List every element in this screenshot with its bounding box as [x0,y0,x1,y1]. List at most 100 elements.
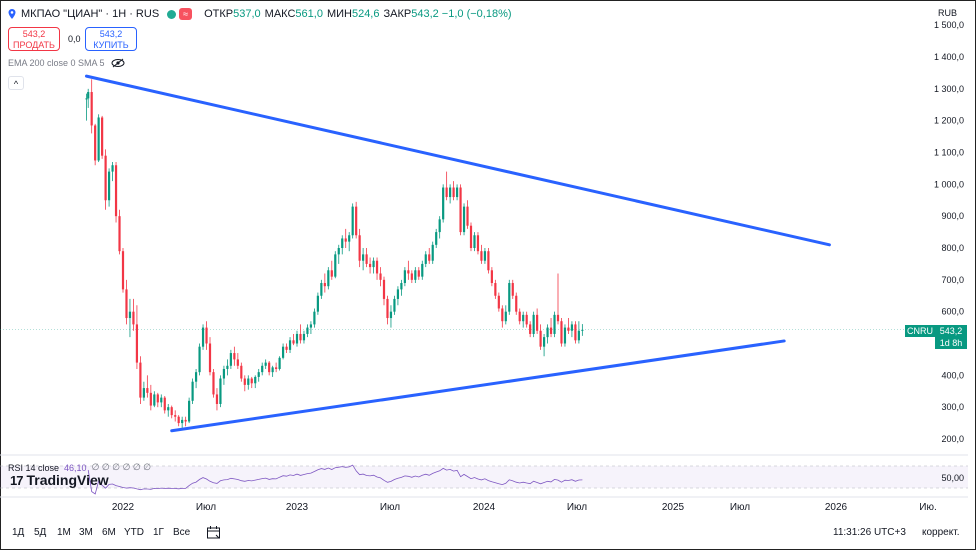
candle-body [455,187,459,198]
candle-body [268,362,271,373]
candle-body [323,283,326,287]
candle-body [382,279,386,299]
date-range-calendar-icon[interactable] [206,525,222,540]
utc-clock[interactable]: 11:31:26 UTC+3 [833,527,906,538]
candle-body [170,407,173,416]
candle-body [341,238,344,248]
sell-label: ПРОДАТЬ [13,40,55,50]
rsi-legend[interactable]: RSI 14 close 46,10 ∅ ∅ ∅ ∅ ∅ ∅ [8,462,151,473]
trendlines-group[interactable] [84,74,831,433]
location-pin-icon [8,9,16,19]
time-axis[interactable]: 2022 Июл 2023 Июл 2024 Июл 2025 Июл 2026 Ию. [112,502,937,513]
candle-body [334,254,337,277]
candle-body [306,327,309,334]
candle-body [219,378,222,404]
bottom-toolbar: 1Д 5Д 1М 3М 6М YTD 1Г Все 11:31:26 UTC+3… [0,520,976,546]
candle-body [518,311,521,322]
indicator-label: EMA 200 close 0 SMA 5 [8,58,105,68]
candle-body [452,187,455,198]
price-tick-label: 300,0 [941,402,964,412]
ohlc-high-key: МАКС [264,8,296,20]
candle-body [532,314,535,334]
currency-label[interactable]: RUB [938,8,958,18]
buy-label: КУПИТЬ [93,40,129,50]
candle-body [295,333,299,344]
candle-body [167,407,170,411]
indicator-legend[interactable]: EMA 200 close 0 SMA 5 [8,58,125,68]
time-tick-label: 2025 [662,502,685,513]
candle-body [469,225,473,248]
candle-body [497,295,500,309]
tradingview-logo[interactable]: 17 TradingView [10,472,109,488]
candle-body [233,353,236,360]
range-3m[interactable]: 3М [79,527,93,538]
range-ytd[interactable]: YTD [124,527,144,538]
ohlc-high-value: 561,0 [295,8,323,20]
candle-body [546,327,549,338]
candle-body [90,92,93,126]
symbol-title[interactable]: МКПАО "ЦИАН" · 1Н · RUS [21,8,160,20]
candle-body [431,244,434,261]
candle-body [414,270,417,280]
time-tick-label: Июл [380,502,400,513]
time-tick-label: 2026 [825,502,848,513]
candle-body [511,283,514,296]
buy-price: 543,2 [99,29,123,39]
range-1d[interactable]: 1Д [12,527,25,538]
candle-body [313,311,316,325]
candle-body [372,260,375,268]
candle-body [261,365,264,373]
candle-body [525,314,528,325]
rsi-axis-label: 50,00 [941,473,964,483]
price-tick-label: 600,0 [941,307,964,317]
range-all[interactable]: Все [173,527,191,538]
ohlc-low-key: МИН [326,8,352,20]
time-tick-label: Июл [196,502,216,513]
candle-body [539,330,542,347]
trendline-lower[interactable] [170,339,786,433]
tradingview-wordmark: TradingView [26,472,109,488]
range-5d[interactable]: 5Д [34,527,47,538]
ohlc-open-key: ОТКР [204,8,234,20]
range-1m[interactable]: 1М [57,527,71,538]
candle-body [563,327,567,344]
hidden-eye-icon[interactable] [111,58,125,68]
price-tick-label: 1 300,0 [934,84,964,94]
market-open-dot [167,9,177,19]
candle-body [281,346,285,358]
candle-body [142,388,145,398]
candle-body [400,283,403,290]
candle-body [368,263,372,268]
candle-body [393,298,396,312]
price-tick-label: 400,0 [941,370,964,380]
candle-body [421,263,424,277]
candle-body [536,314,539,331]
ohlc-close-value: 543,2 −1,0 (−0,18%) [411,8,512,20]
buy-button[interactable]: 543,2 КУПИТЬ [85,27,137,51]
price-tick-label: 800,0 [941,243,964,253]
candle-body [163,397,166,411]
sell-button[interactable]: 543,2 ПРОДАТЬ [8,27,60,51]
candle-body [104,155,107,201]
candle-body [487,251,490,271]
candle-body [560,321,563,344]
candle-body [118,216,121,252]
range-6m[interactable]: 6М [102,527,116,538]
candle-body [344,238,347,242]
data-mode-badge[interactable]: ≈ [179,8,193,20]
time-tick-label: Июл [567,502,587,513]
collapse-legend-button[interactable]: ^ [8,76,24,90]
candle-body [445,187,448,198]
price-tick-label: 1 200,0 [934,116,964,126]
candle-body [435,232,438,245]
adjustment-toggle[interactable]: коррект. [922,527,960,538]
trendline-upper[interactable] [84,74,831,247]
price-axis[interactable]: 1 400,0 1 300,0 1 200,0 1 100,0 1 000,0 900,0… [0,20,964,444]
candle-body [275,367,278,369]
candle-body [365,254,368,264]
range-1y[interactable]: 1Г [153,527,164,538]
candle-body [508,283,511,312]
candle-body [330,270,333,277]
